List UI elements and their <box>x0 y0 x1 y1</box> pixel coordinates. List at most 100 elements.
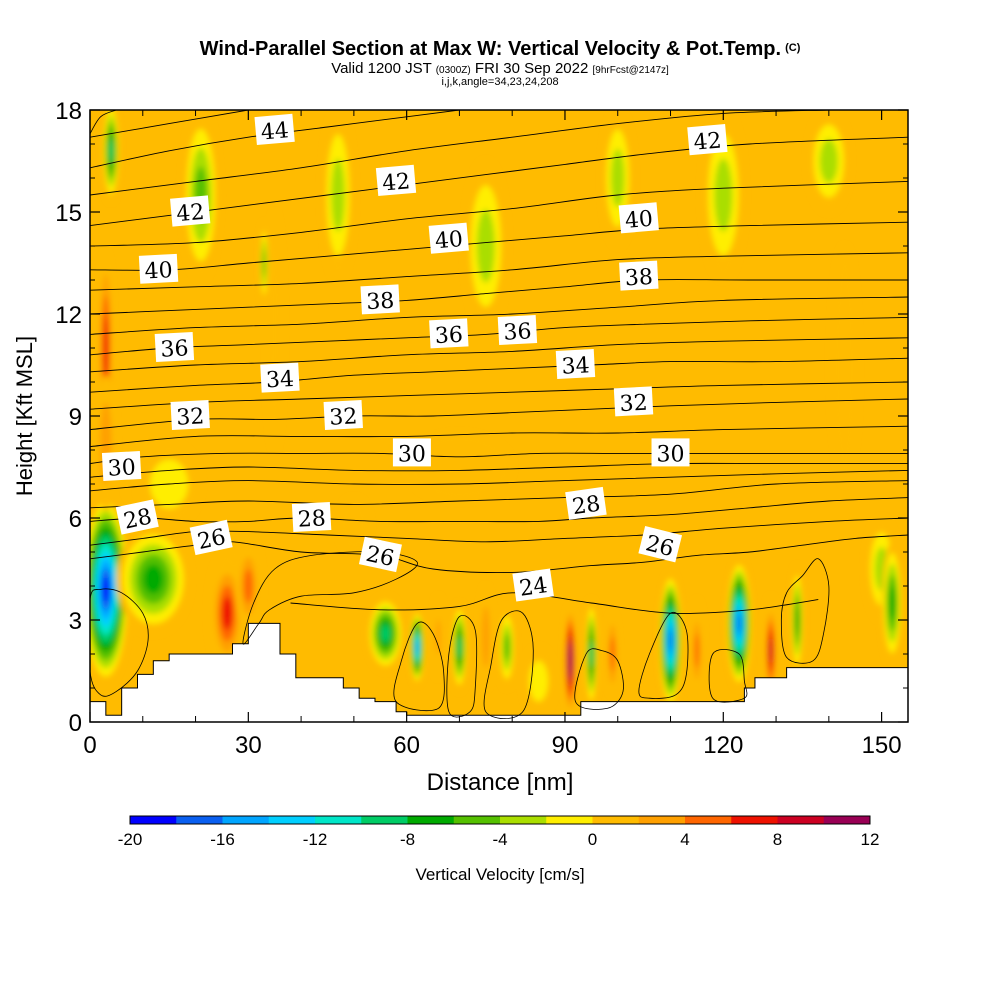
contour-label-text: 40 <box>144 258 173 284</box>
contour-label-box <box>323 400 363 430</box>
terrain-profile <box>90 622 908 722</box>
w-zero-contour <box>242 551 418 645</box>
velocity-cell <box>504 633 510 661</box>
y-tick-label: 12 <box>55 302 82 329</box>
contour-label-box <box>619 260 659 291</box>
contour-label-text: 42 <box>693 128 723 155</box>
x-tick-label: 120 <box>703 732 743 759</box>
colorbar-label: Vertical Velocity [cm/s] <box>415 865 584 884</box>
colorbar-swatch <box>268 816 316 824</box>
contour-label-box <box>189 519 233 556</box>
contour-label-box <box>613 386 654 417</box>
velocity-cell <box>476 209 495 283</box>
contour-label: 32 <box>613 386 654 417</box>
contour-label-text: 34 <box>265 367 294 393</box>
colorbar-tick-label: -20 <box>118 830 143 849</box>
contour-label-text: 30 <box>398 442 426 467</box>
x-tick-label: 90 <box>552 732 579 759</box>
velocity-cell <box>222 596 233 630</box>
subtitle-date: FRI 30 Sep 2022 <box>474 60 589 77</box>
contour-label-text: 28 <box>571 492 602 521</box>
contour-labels: 44 42 42 42 40 40 40 38 38 36 36 36 34 34 32 32 32 30 30 30… <box>101 113 728 602</box>
contour-label-text: 32 <box>329 404 358 430</box>
x-axis-label: Distance [nm] <box>427 769 574 796</box>
y-tick-label: 3 <box>69 608 82 635</box>
velocity-cell <box>344 508 364 542</box>
contour-label-box <box>254 113 295 146</box>
contour-label: 24 <box>512 568 554 602</box>
contour-label-text: 38 <box>624 265 653 291</box>
colorbar-swatch <box>453 816 501 824</box>
contour-label: 30 <box>101 451 142 482</box>
colorbar-swatch <box>546 816 593 824</box>
x-tick-label: 60 <box>393 732 420 759</box>
velocity-cell <box>262 249 266 277</box>
colorbar-swatch <box>638 816 686 824</box>
theta-contour-line <box>90 480 908 509</box>
colorbar-swatch <box>731 816 778 824</box>
colorbar-tick-label: 4 <box>680 830 689 849</box>
contour-label: 36 <box>429 318 469 349</box>
contour-label: 26 <box>358 536 402 573</box>
contour-label-box <box>651 438 690 467</box>
contour-label-text: 30 <box>657 442 685 467</box>
w-zero-contour <box>638 611 689 699</box>
y-tick-label: 0 <box>69 710 82 737</box>
theta-contour-line <box>90 110 249 138</box>
contour-label: 28 <box>565 486 607 521</box>
contour-label: 28 <box>115 499 159 535</box>
theta-contour-34 <box>90 357 908 393</box>
contour-label-text: 44 <box>260 118 290 145</box>
colorbar-swatch <box>130 816 177 824</box>
contour-label-text: 42 <box>175 200 205 227</box>
w-zero-contour <box>393 621 445 712</box>
velocity-cell <box>103 316 109 380</box>
colorbar-tick-label: -12 <box>303 830 328 849</box>
y-tick-label: 18 <box>55 98 82 125</box>
theta-contour-line <box>90 381 908 410</box>
theta-contour-32 <box>90 398 908 431</box>
contour-label-box <box>512 568 554 602</box>
w-zero-contour <box>483 610 534 719</box>
contour-label: 30 <box>392 438 431 467</box>
contour-label-box <box>618 202 659 234</box>
chart-title-text: Wind-Parallel Section at Max W: Vertical… <box>199 38 782 60</box>
colorbar-tick-label: -16 <box>210 830 235 849</box>
contour-label: 32 <box>170 400 210 431</box>
contour-label: 42 <box>687 124 728 156</box>
contour-label-box <box>687 124 728 156</box>
theta-contour-line <box>90 462 908 478</box>
colorbar-swatch <box>407 816 455 824</box>
theta-contour-30 <box>90 452 908 465</box>
terrain <box>90 622 908 722</box>
x-tick-label: 0 <box>83 732 96 759</box>
contour-label-text: 34 <box>561 353 590 379</box>
velocity-cell <box>243 569 253 603</box>
velocity-cell <box>889 586 896 620</box>
w-zero-contour <box>574 648 624 710</box>
velocity-cell <box>668 630 673 651</box>
subtitle-utc: (0300Z) <box>435 65 471 76</box>
contour-label: 34 <box>555 349 596 380</box>
contour-label-box <box>638 526 683 563</box>
contour-label: 34 <box>260 362 300 393</box>
velocity-cell <box>102 576 109 602</box>
theta-contour-line <box>90 296 908 335</box>
contour-label-text: 38 <box>366 289 395 315</box>
velocity-cell <box>769 638 773 664</box>
contour-label-box <box>170 195 211 227</box>
contour-label-text: 24 <box>518 573 549 602</box>
contour-label: 40 <box>428 222 469 254</box>
contour-label-box <box>428 222 469 254</box>
velocity-cell <box>109 139 114 163</box>
contour-label-box <box>555 349 596 379</box>
contour-label: 28 <box>291 502 332 533</box>
velocity-cell <box>836 293 853 437</box>
contour-label-box <box>375 164 417 197</box>
contour-label-text: 32 <box>619 391 648 417</box>
w-zero-contour <box>90 588 149 697</box>
velocity-cell <box>381 624 390 643</box>
velocity-cell <box>482 606 490 668</box>
theta-contour-line <box>90 469 908 492</box>
